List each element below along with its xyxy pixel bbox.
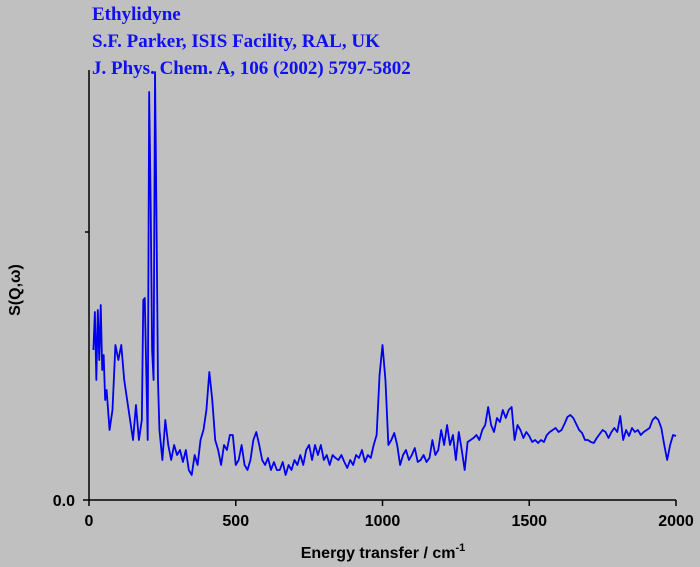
chart-title: Ethylidyne <box>92 4 181 25</box>
x-tick-label: 2000 <box>658 513 694 530</box>
x-axis-label-text: Energy transfer / cm <box>301 545 456 562</box>
chart-subtitle: S.F. Parker, ISIS Facility, RAL, UK <box>92 31 380 52</box>
x-tick-label: 0 <box>85 513 94 530</box>
y-axis-label: S(Q,ω) <box>7 264 24 316</box>
x-axis-label-superscript: -1 <box>455 542 465 554</box>
y-tick-label: 0.0 <box>53 493 75 510</box>
x-axis-label: Energy transfer / cm-1 <box>301 542 466 562</box>
x-tick-label: 1500 <box>511 513 547 530</box>
data-line <box>92 71 677 476</box>
x-tick-label: 1000 <box>365 513 401 530</box>
chart-subtitle: J. Phys. Chem. A, 106 (2002) 5797-5802 <box>92 58 411 79</box>
x-tick-label: 500 <box>222 513 249 530</box>
